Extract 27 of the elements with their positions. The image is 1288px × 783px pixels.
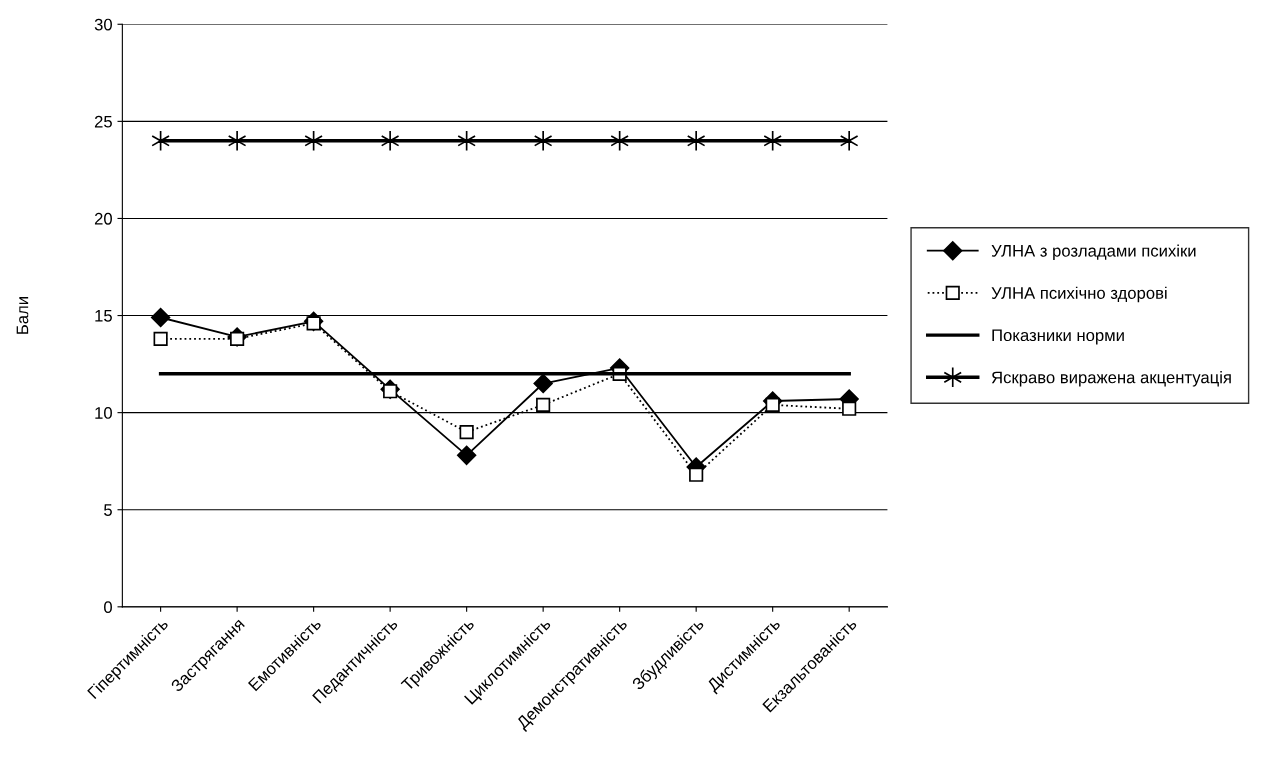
point	[765, 397, 780, 412]
point	[536, 397, 551, 412]
y-tick-label: 5	[104, 504, 112, 516]
point	[533, 130, 553, 152]
point	[842, 401, 857, 416]
point	[533, 373, 553, 394]
y-axis-title: Бали	[16, 297, 29, 334]
y-tick-label: 20	[94, 212, 112, 225]
point	[459, 424, 474, 440]
legend-label: УЛНА з розладами психіки	[991, 244, 1196, 261]
point	[689, 467, 704, 482]
legend-label: Яскраво виражена акцентуація	[991, 371, 1231, 387]
y-tick-label: 15	[95, 310, 112, 322]
point	[227, 130, 247, 152]
point	[456, 445, 477, 466]
legend-label: Показники норми	[992, 329, 1124, 345]
point	[686, 130, 706, 152]
point	[763, 130, 782, 152]
point	[839, 130, 859, 152]
y-tick-label: 10	[95, 407, 112, 419]
point	[153, 331, 168, 346]
point	[150, 307, 171, 328]
y-tick-label: 0	[104, 601, 112, 614]
y-tick-label: 30	[94, 18, 112, 31]
y-tick-label: 25	[94, 115, 112, 128]
legend-label: УЛНА психічно здорові	[991, 286, 1167, 303]
point	[380, 130, 400, 152]
